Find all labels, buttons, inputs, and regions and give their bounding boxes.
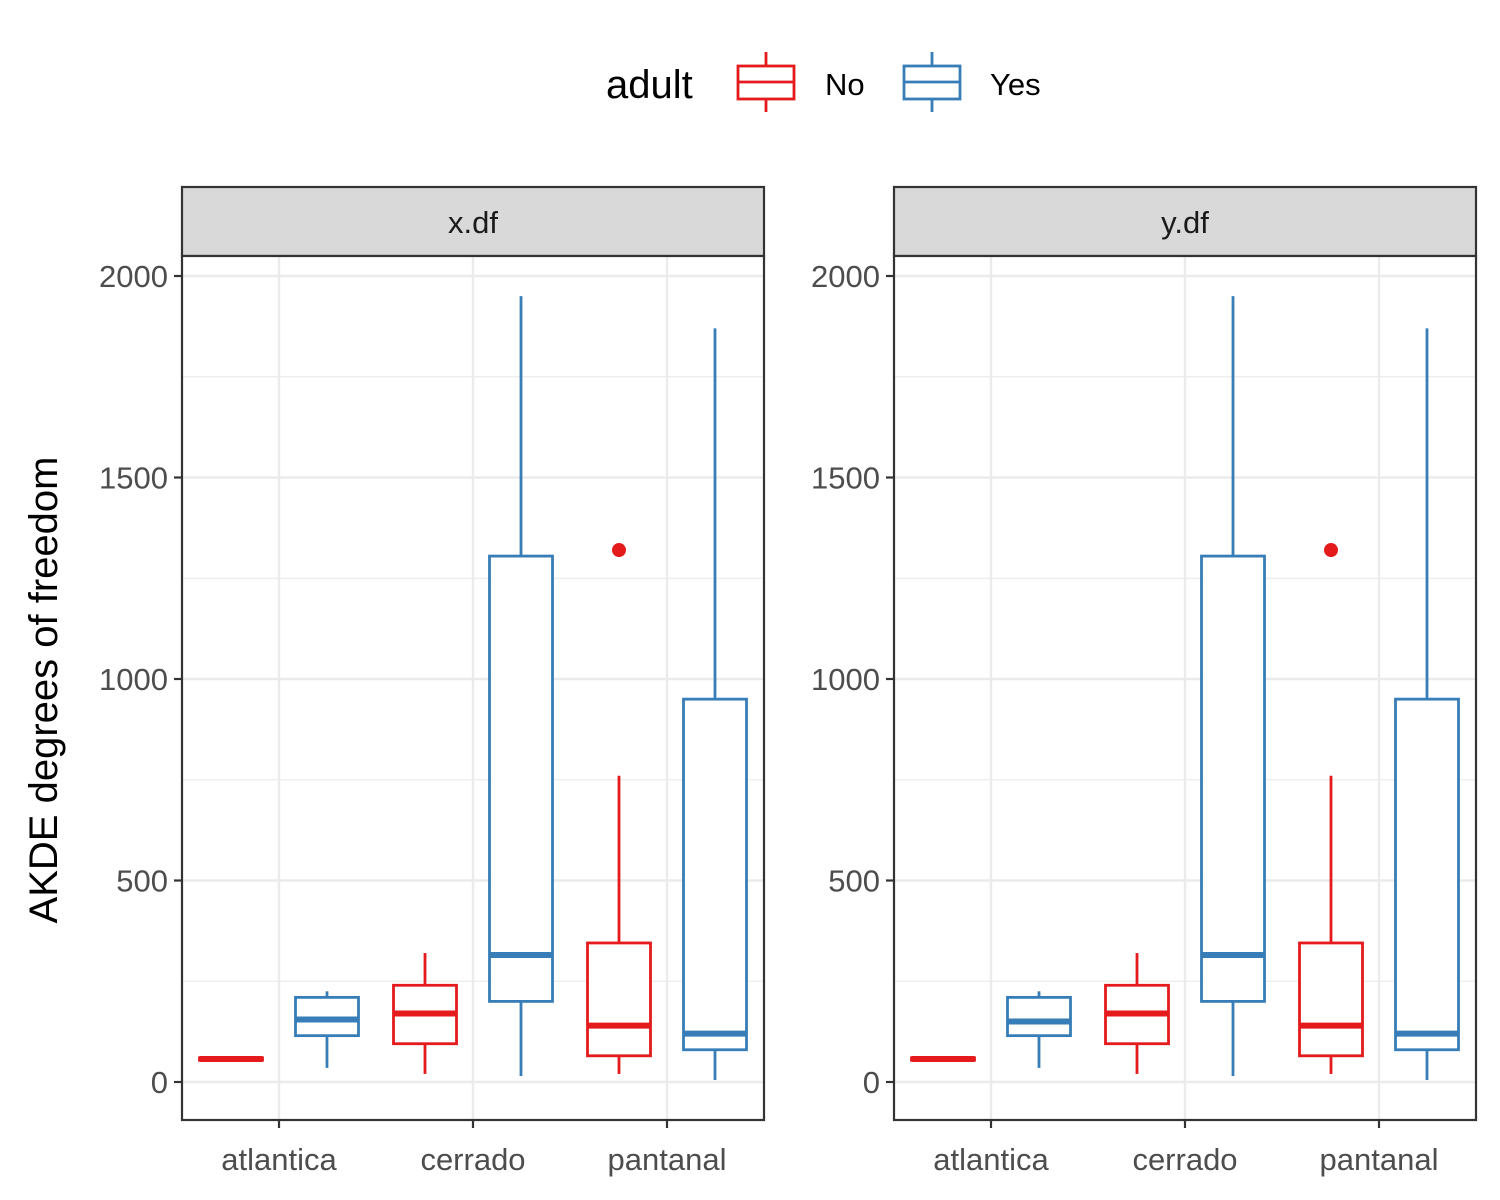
box-pantanal-no [1298,543,1364,1074]
box-pantanal-no [586,543,652,1074]
box-atlantica-yes [1006,991,1072,1068]
x-tick-label: cerrado [1132,1142,1237,1177]
strip-label: x.df [448,205,498,240]
box-iqr [586,941,652,1058]
box-cerrado-yes [488,296,554,1076]
x-tick-label: atlantica [933,1142,1049,1177]
y-tick-label: 0 [151,1065,168,1100]
box-iqr [1006,995,1072,1038]
y-tick-label: 2000 [811,259,880,294]
box-iqr [1200,554,1266,1003]
x-tick-label: cerrado [420,1142,525,1177]
box-iqr [294,995,360,1038]
y-tick-label: 2000 [99,259,168,294]
x-tick-label: atlantica [221,1142,337,1177]
box-atlantica-yes [294,991,360,1068]
panel-x-df: x.df 0 500 1000 1500 2000 atlantica cerrado pan… [99,185,766,1177]
strip-background [892,185,1478,258]
box-cerrado-yes [1200,296,1266,1076]
box-cerrado-no [392,953,458,1074]
legend-label-yes: Yes [990,67,1041,102]
box-pantanal-yes [1394,328,1460,1080]
y-tick-label: 1000 [99,662,168,697]
y-tick-label: 500 [116,864,168,899]
y-tick-label: 0 [863,1065,880,1100]
x-tick-label: pantanal [1320,1142,1439,1177]
legend-label-no: No [825,67,865,102]
panel-y-df: y.df 0 500 1000 1500 2000 atlantica cerrado pan… [811,185,1478,1177]
box-iqr [1394,697,1460,1052]
box-iqr [1298,941,1364,1058]
legend-title: adult [606,63,693,107]
box-atlantica-no [910,1056,976,1063]
box-pantanal-yes [682,328,748,1080]
y-tick-label: 1000 [811,662,880,697]
box-iqr [682,697,748,1052]
legend-key-yes [902,52,962,112]
x-tick-label: pantanal [608,1142,727,1177]
outlier-point [612,543,626,558]
box-cerrado-no [1104,953,1170,1074]
y-axis-title: AKDE degrees of freedom [22,457,66,924]
outlier-point [1324,543,1338,558]
y-tick-label: 1500 [99,461,168,496]
y-tick-label: 500 [828,864,880,899]
strip-label: y.df [1161,205,1209,240]
plot-area: 0 500 1000 1500 2000 atlantica cerrado pantanal [99,254,766,1177]
legend: adult No Yes [606,52,1041,112]
strip-background [180,185,766,258]
box-atlantica-no [198,1056,264,1063]
y-tick-label: 1500 [811,461,880,496]
legend-key-no [736,52,796,112]
plot-area: 0 500 1000 1500 2000 atlantica cerrado pantanal [811,254,1478,1177]
box-iqr [488,554,554,1003]
